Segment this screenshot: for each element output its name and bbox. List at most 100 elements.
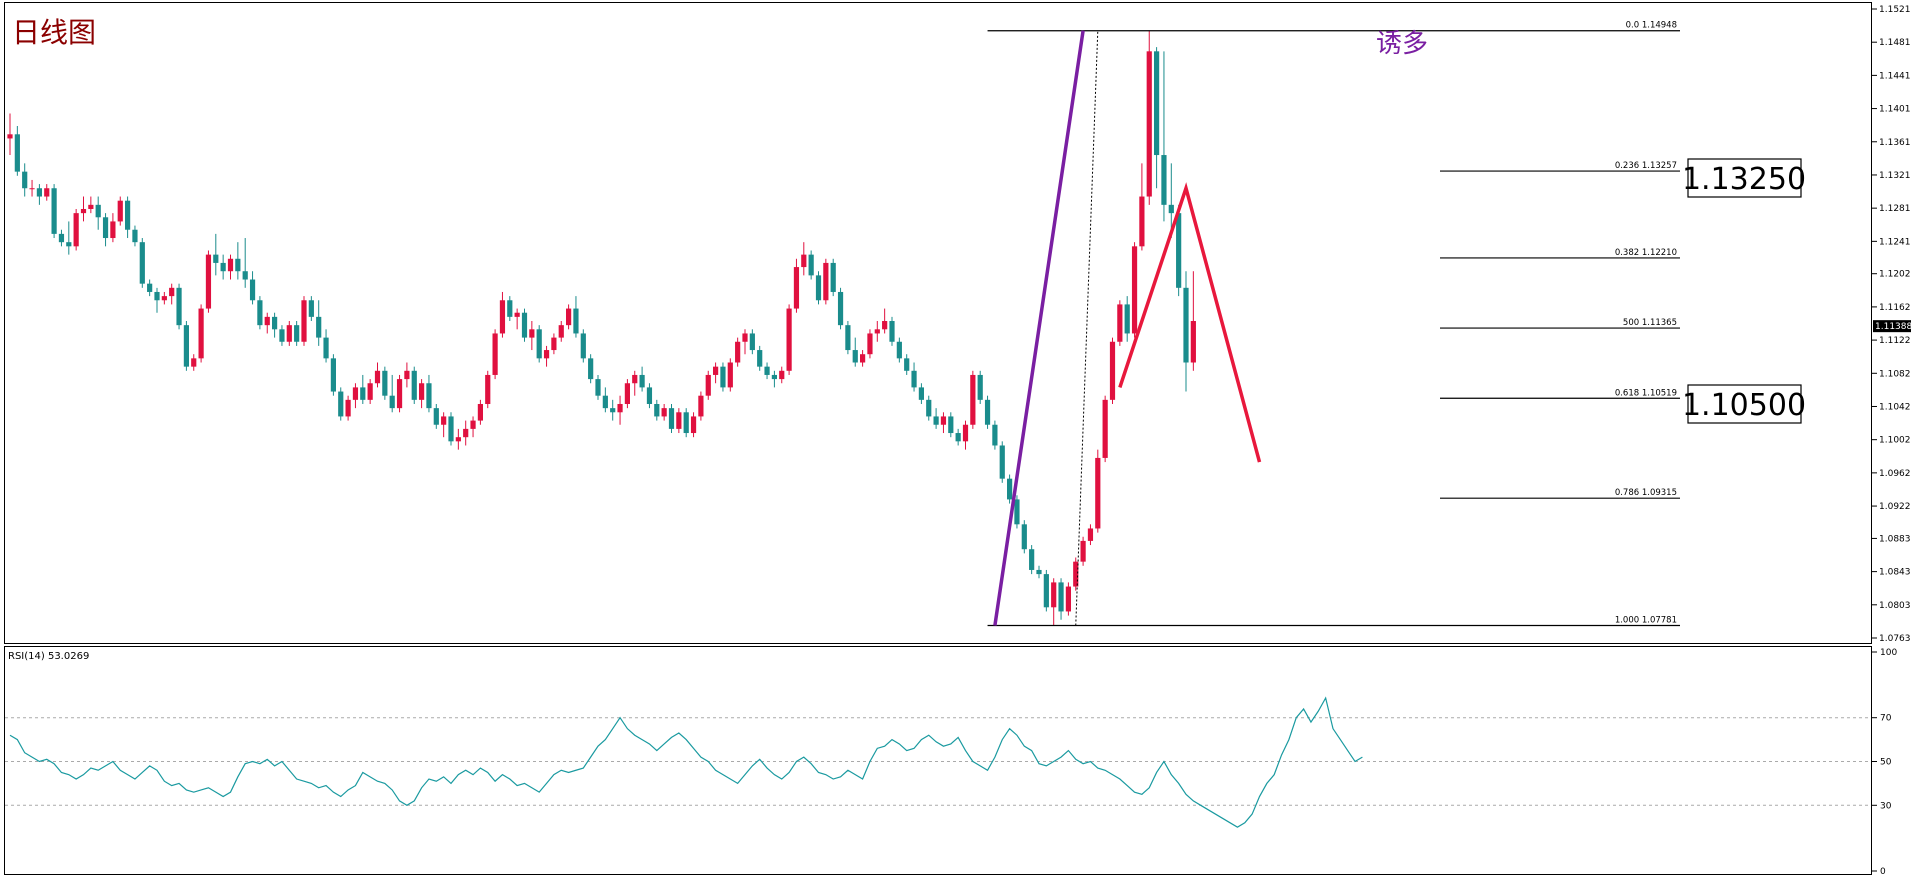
candle-body — [1043, 574, 1049, 608]
candle-body — [926, 399, 932, 417]
candle-body — [830, 262, 836, 292]
candle-body — [808, 254, 814, 276]
candle-body — [433, 408, 439, 425]
rsi-label: RSI(14) 53.0269 — [8, 651, 89, 662]
candle-body — [793, 267, 800, 309]
candle-body — [147, 283, 153, 292]
candle-body — [602, 395, 608, 409]
candle-body — [690, 416, 697, 434]
candle-body — [705, 374, 711, 396]
candle-body — [977, 374, 983, 400]
current-price-label: 1.11388 — [1875, 322, 1911, 332]
candle-body — [345, 399, 351, 417]
candle-body — [595, 379, 601, 396]
candle-body — [646, 387, 653, 404]
candle-body — [668, 408, 675, 429]
candle-body — [220, 262, 226, 272]
candle-body — [88, 204, 94, 209]
candle-body — [426, 383, 432, 409]
candle-body — [1117, 304, 1123, 342]
fib-level-label: 0.0 1.14948 — [1626, 21, 1677, 31]
candle-body — [176, 287, 182, 326]
rsi-tick-label: 30 — [1880, 801, 1892, 811]
candle-body — [301, 300, 307, 342]
candle-body — [742, 333, 748, 342]
candle-body — [845, 325, 851, 351]
candle-body — [1080, 540, 1086, 562]
candle-body — [970, 374, 976, 425]
support-price-box: 1.10500 — [1682, 384, 1806, 424]
annotation-label: 诱多 — [1376, 29, 1428, 59]
candle-body — [918, 387, 924, 400]
candle-body — [308, 300, 314, 317]
candle-body — [735, 341, 741, 363]
candle-body — [470, 420, 476, 429]
candle-body — [14, 134, 20, 172]
candle-body — [485, 374, 491, 404]
candle-body — [257, 300, 263, 326]
candle-body — [882, 321, 888, 330]
candle-body — [139, 242, 145, 284]
rsi-tick-label: 0 — [1880, 867, 1886, 877]
price-tick-label: 1.10020 — [1879, 436, 1911, 446]
main-panel-frame — [4, 2, 1872, 644]
candle-body — [661, 408, 667, 417]
candle-body — [323, 337, 329, 359]
candle-body — [227, 258, 234, 272]
candle-body — [352, 387, 359, 400]
candle-body — [477, 403, 483, 421]
price-tick-label: 1.10420 — [1879, 402, 1911, 412]
candle-body — [191, 358, 197, 367]
candle-body — [786, 308, 792, 371]
candle-body — [125, 200, 131, 230]
candle-body — [154, 291, 160, 301]
candle-body — [984, 399, 991, 425]
candle-body — [764, 366, 770, 375]
price-tick-label: 1.13610 — [1879, 138, 1911, 148]
candle-body — [617, 403, 623, 413]
candle-body — [1161, 155, 1167, 205]
fib-level-label: 0.786 1.09315 — [1615, 488, 1677, 498]
candle-body — [543, 350, 550, 359]
candle-body — [198, 308, 204, 359]
candle-body — [367, 383, 373, 400]
candle-body — [823, 262, 829, 301]
fib-level-label: 1.000 1.07781 — [1615, 615, 1677, 625]
candle-body — [1036, 569, 1042, 575]
price-tick-label: 1.13210 — [1879, 171, 1911, 181]
rsi-tick-label: 100 — [1880, 648, 1897, 658]
candle-body — [73, 213, 79, 247]
candle-body — [727, 362, 733, 388]
price-tick-label: 1.12810 — [1879, 204, 1911, 214]
fib-level-label: 0.618 1.10519 — [1615, 388, 1677, 398]
rsi-line — [9, 696, 1363, 828]
price-tick-label: 1.11620 — [1879, 303, 1911, 313]
resistance-price-box: 1.13250 — [1682, 158, 1806, 198]
candle-body — [771, 374, 777, 380]
candle-body — [330, 358, 336, 392]
price-tick-label: 1.15210 — [1879, 5, 1911, 15]
rsi-tick-label: 70 — [1880, 714, 1892, 724]
candle-body — [992, 424, 998, 446]
fib-trend-dotted-line — [1075, 30, 1099, 626]
candle-body — [551, 337, 557, 351]
price-tick-label: 1.08430 — [1879, 568, 1911, 578]
candle-body — [757, 350, 763, 367]
price-axis: 1.15210 1.14810 1.14410 1.14010 1.13610 1.132… — [1872, 5, 1911, 644]
candle-body — [7, 134, 13, 139]
candle-body — [1131, 246, 1138, 334]
candle-body — [1124, 304, 1130, 334]
candle-body — [419, 383, 425, 400]
rsi-axis: 100 70 50 30 0 — [1872, 648, 1897, 877]
candle-body — [389, 395, 395, 409]
candle-body — [169, 287, 175, 297]
price-tick-label: 1.08030 — [1879, 601, 1911, 611]
candle-body — [1102, 399, 1108, 458]
candle-body — [338, 391, 344, 417]
candle-body — [29, 188, 35, 190]
rsi-tick-label: 50 — [1880, 758, 1892, 768]
chart-title: 日线图 — [12, 16, 96, 49]
support-price-label: 1.10500 — [1682, 388, 1806, 423]
